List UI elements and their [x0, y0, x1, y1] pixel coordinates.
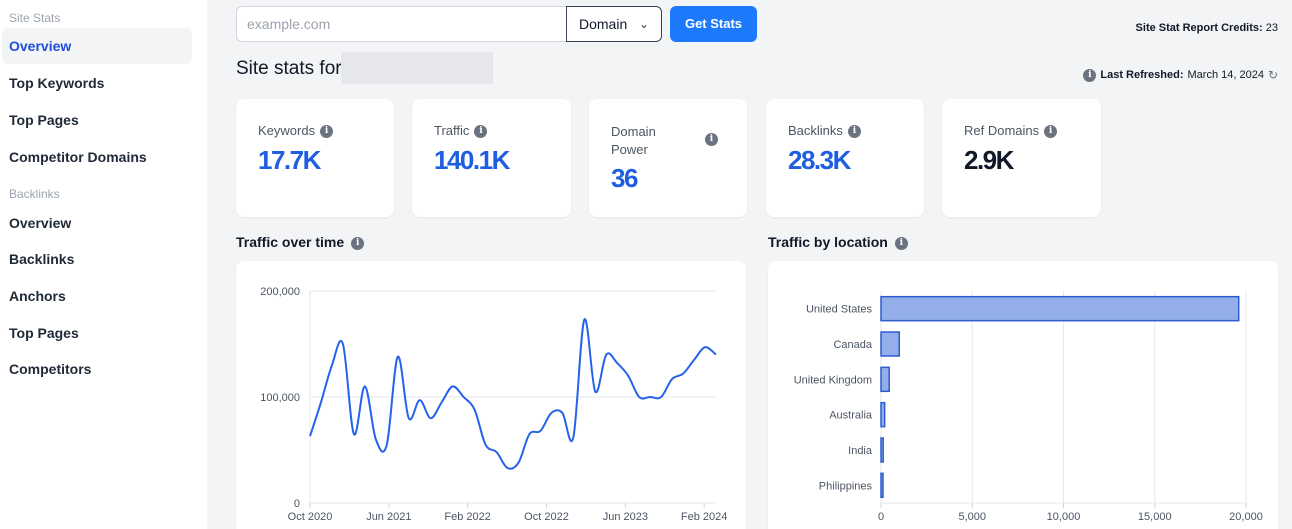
location-bar — [880, 472, 884, 499]
sidebar: Site Stats Overview Top Keywords Top Pag… — [0, 0, 207, 529]
credits-label: Site Stat Report Credits: — [1135, 22, 1263, 34]
stat-value: 28.3K — [788, 145, 851, 175]
traffic-series-line — [309, 318, 717, 470]
report-credits: Site Stat Report Credits: 23 — [1136, 22, 1278, 34]
traffic-over-time-panel: 200,000 100,000 0 Oct 2020 Jun 2021 Feb 2022 O… — [236, 261, 746, 529]
sidebar-heading-site-stats: Site Stats — [9, 11, 61, 25]
y-tick-label: 200,000 — [260, 286, 300, 298]
last-refreshed-label: Last Refreshed: — [1100, 69, 1184, 81]
location-bar — [880, 437, 884, 463]
x-tick-label: Feb 2024 — [681, 511, 727, 523]
x-tick-label: Feb 2022 — [444, 511, 490, 523]
category-label: United Kingdom — [794, 374, 872, 386]
info-icon[interactable]: i — [705, 133, 718, 146]
stat-label: Domain Power — [611, 124, 656, 157]
category-label: Australia — [829, 410, 873, 422]
sidebar-item-overview[interactable]: Overview — [2, 28, 192, 64]
last-refreshed-date: March 14, 2024 — [1187, 69, 1264, 81]
stat-label: Keywords i — [258, 123, 334, 139]
x-tick-label: Jun 2021 — [366, 511, 411, 523]
stat-card-traffic: Traffic i 140.1K — [412, 99, 571, 217]
stat-label: Backlinks i — [788, 123, 861, 139]
traffic-by-location-panel: 0 5,000 10,000 15,000 20,000 United States Can… — [768, 261, 1278, 529]
refresh-icon[interactable]: ↻ — [1267, 68, 1278, 82]
sidebar-item-anchors[interactable]: Anchors — [9, 288, 66, 304]
info-icon[interactable]: i — [320, 125, 334, 139]
domain-select-value: Domain — [579, 16, 628, 32]
category-label: India — [848, 445, 873, 457]
location-bar — [880, 295, 1240, 322]
info-icon[interactable]: i — [1044, 125, 1058, 139]
sidebar-item-top-keywords[interactable]: Top Keywords — [9, 75, 105, 91]
site-domain-placeholder — [341, 52, 493, 84]
last-refreshed: i Last Refreshed: March 14, 2024 ↻ — [1083, 68, 1278, 82]
info-icon[interactable]: i — [1083, 68, 1097, 82]
x-tick-label: Oct 2020 — [288, 511, 333, 523]
stat-card-keywords: Keywords i 17.7K — [236, 99, 394, 217]
sidebar-heading-backlinks: Backlinks — [9, 187, 60, 201]
x-tick-label: 0 — [878, 511, 884, 523]
chevron-down-icon: ⌄ — [638, 17, 649, 31]
category-label: Canada — [833, 339, 872, 351]
y-tick-label: 100,000 — [260, 392, 300, 404]
x-tick-label: Jun 2023 — [603, 511, 648, 523]
location-bar — [880, 331, 900, 357]
x-tick-label: 15,000 — [1138, 511, 1172, 523]
sidebar-item-competitors[interactable]: Competitors — [9, 361, 92, 377]
credits-value: 23 — [1265, 22, 1278, 34]
stat-card-ref-domains: Ref Domains i 2.9K — [942, 99, 1101, 217]
stat-card-domain-power: Domain Power i 36 — [589, 99, 747, 217]
info-icon[interactable]: i — [474, 125, 488, 139]
location-bar — [880, 401, 886, 428]
info-icon[interactable]: i — [894, 236, 908, 250]
sidebar-item-backlinks[interactable]: Backlinks — [9, 251, 75, 267]
category-label: United States — [806, 304, 873, 316]
domain-type-select[interactable]: Domain ⌄ — [566, 6, 662, 42]
stat-value: 140.1K — [434, 145, 510, 175]
stat-label: Ref Domains i — [964, 123, 1058, 139]
sidebar-item-top-pages[interactable]: Top Pages — [9, 112, 79, 128]
traffic-over-time-title: Traffic over time i — [236, 234, 365, 250]
stat-card-backlinks: Backlinks i 28.3K — [766, 99, 924, 217]
x-tick-label: 5,000 — [958, 511, 986, 523]
x-tick-label: 20,000 — [1229, 511, 1263, 523]
info-icon[interactable]: i — [847, 125, 861, 139]
stat-value: 17.7K — [258, 145, 321, 175]
stat-label: Traffic i — [434, 123, 488, 139]
sidebar-item-backlinks-overview[interactable]: Overview — [9, 215, 72, 231]
stat-value: 36 — [611, 163, 638, 193]
get-stats-button[interactable]: Get Stats — [670, 6, 757, 42]
traffic-location-bar-chart: 0 5,000 10,000 15,000 20,000 United States Can… — [794, 291, 1263, 523]
site-stats-for-label: Site stats for: — [236, 58, 347, 79]
category-label: Philippines — [819, 480, 873, 492]
stat-value: 2.9K — [964, 145, 1014, 175]
sidebar-item-backlinks-top-pages[interactable]: Top Pages — [9, 325, 79, 341]
traffic-by-location-title: Traffic by location i — [768, 234, 908, 250]
location-bar — [880, 366, 890, 393]
domain-search-input[interactable] — [236, 6, 567, 42]
x-tick-label: 10,000 — [1047, 511, 1081, 523]
info-icon[interactable]: i — [351, 236, 365, 250]
sidebar-item-competitor-domains[interactable]: Competitor Domains — [9, 149, 147, 165]
y-tick-label: 0 — [294, 498, 300, 510]
x-tick-label: Oct 2022 — [524, 511, 569, 523]
